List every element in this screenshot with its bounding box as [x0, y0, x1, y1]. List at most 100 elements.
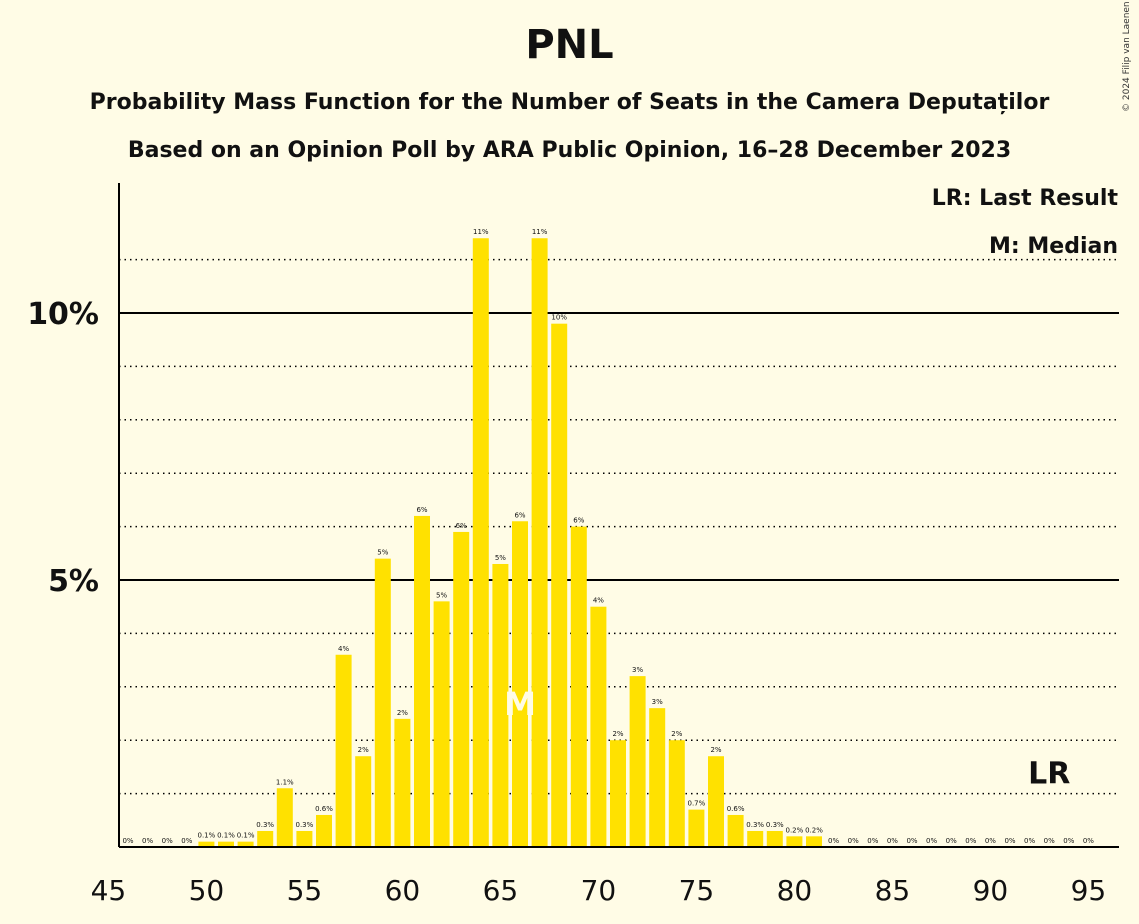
bar-54	[276, 788, 293, 847]
bar-label-55: 0.3%	[296, 821, 314, 829]
bar-label-88: 0%	[946, 837, 957, 845]
bar-60	[394, 718, 411, 847]
x-tick-label: 60	[385, 874, 421, 907]
bar-70	[590, 606, 607, 847]
bar-66	[512, 521, 528, 847]
bar-63	[453, 531, 470, 847]
bar-label-83: 0%	[848, 837, 859, 845]
bar-labels: 0% 0% 0% 0%0.1% 0.1% 0.1%0.3%1.1%0.3%0.6%4%2%…	[122, 228, 1094, 845]
bar-label-64: 11%	[473, 228, 489, 236]
bar-label-76: 2%	[710, 746, 721, 754]
legend-median: M: Median	[989, 234, 1118, 259]
bars	[198, 238, 822, 848]
bar-label-70: 4%	[593, 597, 604, 605]
axes	[118, 183, 1119, 848]
legend-last-result: LR: Last Result	[931, 186, 1118, 211]
bar-label-53: 0.3%	[256, 821, 274, 829]
bar-label-87: 0%	[926, 837, 937, 845]
bar-68	[551, 323, 568, 847]
bar-label-52: 0.1%	[237, 832, 255, 840]
bar-label-77: 0.6%	[727, 805, 745, 813]
bar-label-61: 6%	[416, 506, 427, 514]
bar-78	[747, 830, 764, 847]
bar-label-56: 0.6%	[315, 805, 333, 813]
bar-label-66: 6%	[514, 511, 525, 519]
bar-75	[688, 809, 705, 847]
bar-58	[355, 756, 372, 847]
bar-81	[806, 836, 822, 847]
bar-79	[766, 830, 783, 847]
median-marker: M	[504, 685, 536, 723]
bar-label-78: 0.3%	[746, 821, 764, 829]
bar-label-72: 3%	[632, 666, 643, 674]
bar-label-92: 0%	[1024, 837, 1035, 845]
bar-label-75: 0.7%	[688, 800, 706, 808]
bar-label-67: 11%	[532, 228, 548, 236]
bar-55	[296, 830, 313, 847]
x-tick-label: 70	[581, 874, 617, 907]
bar-label-85: 0%	[887, 837, 898, 845]
bar-label-57: 4%	[338, 645, 349, 653]
chart-source-line: Based on an Opinion Poll by ARA Public O…	[127, 138, 1012, 163]
x-tick-label: 75	[679, 874, 715, 907]
bar-65	[492, 563, 509, 847]
bar-label-68: 10%	[551, 314, 567, 322]
bar-label-65: 5%	[495, 554, 506, 562]
chart-subtitle: Probability Mass Function for the Number…	[89, 90, 1050, 115]
x-tick-label: 65	[483, 874, 519, 907]
bar-label-94: 0%	[1063, 837, 1074, 845]
bar-label-93: 0%	[1044, 837, 1055, 845]
y-tick-label: 5%	[48, 564, 99, 599]
bar-label-81: 0.2%	[805, 826, 823, 834]
bar-59	[374, 558, 391, 847]
bar-80	[786, 836, 803, 847]
bar-label-82: 0%	[828, 837, 839, 845]
bar-label-48: 0%	[162, 837, 173, 845]
grid-lines	[119, 258, 1119, 795]
bar-61	[414, 515, 430, 847]
x-tick-labels: 45 50 55 60 65 70 75 80 85 90 95	[91, 874, 1107, 907]
y-tick-labels: 5% 10%	[27, 297, 99, 599]
bar-label-84: 0%	[867, 837, 878, 845]
bar-label-80: 0.2%	[786, 826, 804, 834]
bar-label-91: 0%	[1004, 837, 1015, 845]
bar-77	[727, 814, 744, 847]
bar-67	[531, 238, 548, 848]
markers: M LR	[504, 685, 1070, 792]
bar-52	[237, 841, 254, 847]
x-tick-label: 90	[973, 874, 1009, 907]
y-tick-label: 10%	[27, 297, 99, 332]
x-tick-label: 50	[189, 874, 225, 907]
bar-50	[198, 841, 215, 847]
bar-57	[335, 654, 352, 847]
x-tick-label: 80	[777, 874, 813, 907]
bar-51	[218, 841, 234, 847]
chart-title: PNL	[525, 22, 614, 68]
x-tick-label: 45	[91, 874, 127, 907]
bar-53	[257, 830, 274, 847]
bar-76	[708, 756, 724, 847]
bar-label-69: 6%	[573, 517, 584, 525]
bar-label-79: 0.3%	[766, 821, 784, 829]
bar-62	[433, 601, 450, 847]
bar-72	[629, 676, 646, 847]
bar-label-63: 6%	[456, 522, 467, 530]
bar-label-50: 0.1%	[198, 832, 216, 840]
x-tick-label: 55	[287, 874, 323, 907]
bar-label-73: 3%	[652, 698, 663, 706]
bar-71	[610, 740, 626, 847]
bar-label-47: 0%	[142, 837, 153, 845]
last-result-marker: LR	[1028, 757, 1070, 792]
bar-label-60: 2%	[397, 709, 408, 717]
bar-64	[472, 238, 489, 848]
x-tick-label: 95	[1071, 874, 1107, 907]
bar-label-90: 0%	[985, 837, 996, 845]
bar-label-86: 0%	[906, 837, 917, 845]
bar-label-74: 2%	[671, 730, 682, 738]
bar-74	[668, 740, 685, 847]
bar-label-95: 0%	[1083, 837, 1094, 845]
bar-label-58: 2%	[358, 746, 369, 754]
bar-label-62: 5%	[436, 591, 447, 599]
bar-label-89: 0%	[965, 837, 976, 845]
